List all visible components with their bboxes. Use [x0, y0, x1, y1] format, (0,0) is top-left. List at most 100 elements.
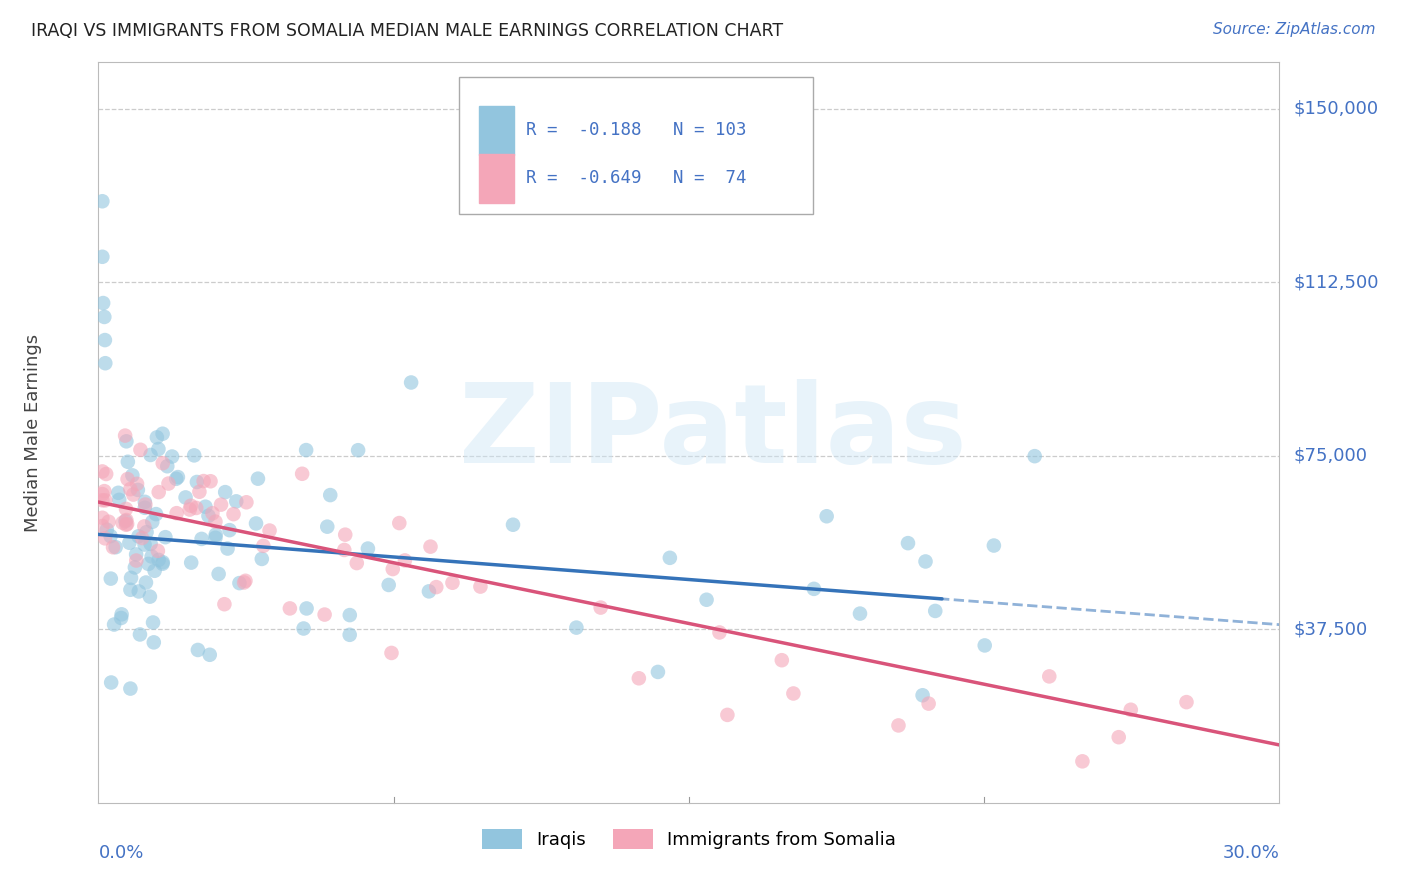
Point: [139, 448, 162, 462]
Point: [204, 531, 226, 545]
Point: [250, 552, 273, 566]
Point: [167, 470, 190, 484]
Point: [165, 472, 187, 486]
Point: [120, 482, 142, 496]
Point: [115, 517, 138, 532]
Point: [339, 628, 361, 642]
Point: [122, 487, 145, 501]
Point: [502, 517, 524, 532]
Point: [139, 590, 162, 604]
Point: [917, 697, 939, 711]
Point: [291, 467, 314, 481]
Legend: Iraqis, Immigrants from Somalia: Iraqis, Immigrants from Somalia: [475, 822, 903, 856]
Point: [127, 483, 149, 497]
Point: [97, 515, 120, 529]
Text: $75,000: $75,000: [1294, 447, 1368, 465]
Point: [134, 519, 156, 533]
FancyBboxPatch shape: [458, 78, 813, 214]
Point: [142, 615, 165, 630]
Point: [94, 333, 117, 347]
Point: [381, 562, 404, 576]
Point: [180, 556, 202, 570]
Point: [770, 653, 793, 667]
Point: [128, 584, 150, 599]
Point: [91, 250, 114, 264]
Point: [179, 502, 201, 516]
Point: [228, 576, 250, 591]
Point: [152, 555, 174, 569]
Point: [118, 535, 141, 549]
Text: R =  -0.649   N =  74: R = -0.649 N = 74: [526, 169, 747, 187]
Point: [152, 456, 174, 470]
Point: [94, 532, 117, 546]
Point: [148, 553, 170, 567]
Point: [114, 428, 136, 442]
Point: [101, 541, 124, 555]
Point: [120, 571, 142, 585]
Point: [141, 515, 163, 529]
Point: [1108, 730, 1130, 744]
Point: [233, 575, 256, 590]
Point: [1175, 695, 1198, 709]
Point: [658, 550, 681, 565]
Point: [380, 646, 402, 660]
Point: [115, 502, 138, 516]
Point: [143, 564, 166, 578]
Point: [139, 537, 162, 551]
Point: [887, 718, 910, 732]
Point: [295, 443, 318, 458]
Point: [204, 515, 226, 529]
Point: [96, 523, 118, 537]
Point: [93, 310, 115, 324]
Point: [696, 592, 718, 607]
Point: [292, 622, 315, 636]
Text: IRAQI VS IMMIGRANTS FROM SOMALIA MEDIAN MALE EARNINGS CORRELATION CHART: IRAQI VS IMMIGRANTS FROM SOMALIA MEDIAN …: [31, 22, 783, 40]
Point: [924, 604, 946, 618]
Point: [156, 459, 179, 474]
Point: [104, 540, 127, 554]
Point: [157, 476, 180, 491]
Point: [815, 509, 838, 524]
Point: [96, 467, 118, 481]
Point: [252, 539, 274, 553]
Point: [335, 527, 357, 541]
Point: [278, 601, 301, 615]
Point: [186, 475, 208, 489]
Point: [425, 580, 447, 594]
Point: [166, 506, 188, 520]
Point: [110, 611, 132, 625]
Point: [145, 507, 167, 521]
Point: [245, 516, 267, 531]
Point: [125, 553, 148, 567]
Point: [201, 506, 224, 520]
Point: [120, 681, 142, 696]
Point: [91, 194, 114, 209]
Point: [782, 686, 804, 700]
Point: [1038, 669, 1060, 683]
Point: [138, 557, 160, 571]
Point: [983, 539, 1005, 553]
Point: [91, 493, 114, 508]
Point: [194, 500, 217, 514]
Point: [160, 450, 183, 464]
Text: 0.0%: 0.0%: [98, 844, 143, 862]
Point: [217, 541, 239, 556]
Text: $150,000: $150,000: [1294, 100, 1379, 118]
Point: [134, 500, 156, 515]
Point: [186, 500, 208, 515]
Point: [91, 487, 114, 501]
Point: [141, 549, 163, 564]
Point: [377, 578, 399, 592]
Point: [115, 513, 138, 527]
Point: [134, 495, 156, 509]
Point: [225, 494, 247, 508]
Point: [1119, 703, 1142, 717]
Point: [129, 442, 152, 457]
Point: [180, 499, 202, 513]
Point: [565, 621, 588, 635]
Point: [333, 543, 356, 558]
Point: [142, 635, 165, 649]
Point: [121, 468, 143, 483]
Point: [174, 491, 197, 505]
Point: [91, 296, 114, 310]
